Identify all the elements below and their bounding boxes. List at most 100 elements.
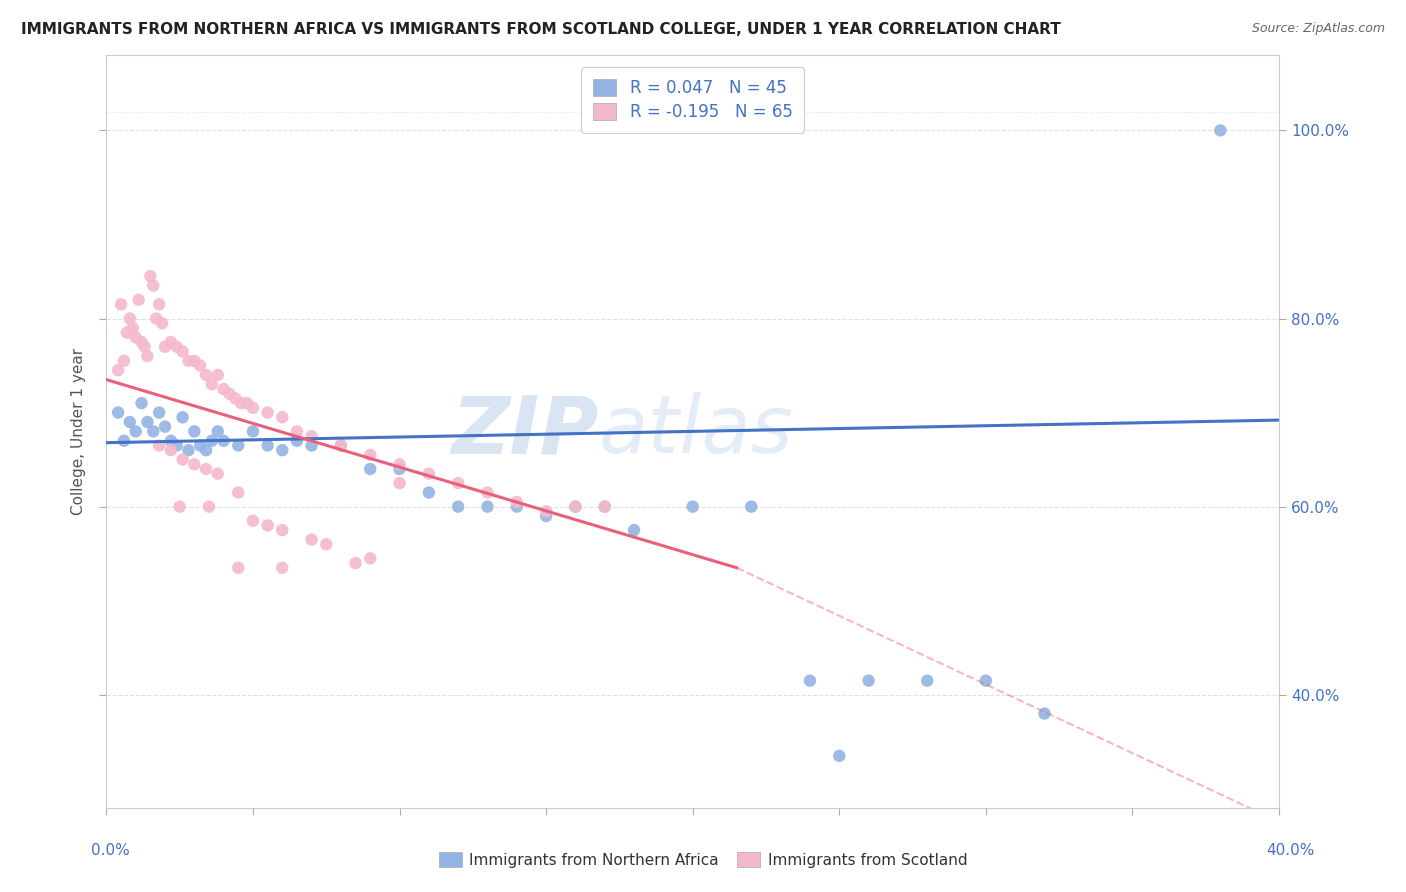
Point xyxy=(136,415,159,429)
Point xyxy=(125,425,148,439)
Point xyxy=(148,297,170,311)
Point xyxy=(145,311,167,326)
Point xyxy=(207,425,229,439)
Point xyxy=(447,500,470,514)
Point xyxy=(142,425,165,439)
Point xyxy=(177,443,200,458)
Point xyxy=(166,438,188,452)
Point xyxy=(285,434,308,448)
Point xyxy=(359,448,381,462)
Point xyxy=(242,401,264,415)
Point xyxy=(183,458,205,472)
Point xyxy=(256,438,278,452)
Point xyxy=(131,334,153,349)
Point xyxy=(160,434,183,448)
Point xyxy=(534,509,557,524)
Point xyxy=(740,500,762,514)
Point xyxy=(183,354,205,368)
Point xyxy=(212,382,235,396)
Point xyxy=(128,293,150,307)
Point xyxy=(195,368,218,382)
Point xyxy=(201,377,224,392)
Point xyxy=(506,495,529,509)
Point xyxy=(153,340,176,354)
Point xyxy=(131,396,153,410)
Point xyxy=(858,673,880,688)
Point xyxy=(153,419,176,434)
Point xyxy=(271,443,294,458)
Point xyxy=(915,673,938,688)
Point xyxy=(148,438,170,452)
Point xyxy=(188,438,211,452)
Point xyxy=(285,425,308,439)
Point xyxy=(112,434,135,448)
Point xyxy=(799,673,821,688)
Point xyxy=(534,504,557,518)
Point xyxy=(242,425,264,439)
Point xyxy=(623,523,645,537)
Point xyxy=(121,321,143,335)
Point xyxy=(148,406,170,420)
Point xyxy=(212,434,235,448)
Point xyxy=(271,410,294,425)
Point xyxy=(115,326,138,340)
Text: 0.0%: 0.0% xyxy=(91,843,131,858)
Point xyxy=(682,500,704,514)
Point xyxy=(506,500,529,514)
Point xyxy=(344,556,367,570)
Point xyxy=(231,396,253,410)
Point xyxy=(172,410,194,425)
Point xyxy=(301,533,323,547)
Point xyxy=(447,476,470,491)
Point xyxy=(593,500,616,514)
Point xyxy=(198,500,221,514)
Point xyxy=(271,561,294,575)
Point xyxy=(226,438,249,452)
Point xyxy=(201,434,224,448)
Point xyxy=(564,500,586,514)
Text: atlas: atlas xyxy=(599,392,793,470)
Point xyxy=(477,500,499,514)
Point xyxy=(315,537,337,551)
Point xyxy=(256,406,278,420)
Point xyxy=(564,500,586,514)
Point xyxy=(301,429,323,443)
Text: ZIP: ZIP xyxy=(451,392,599,470)
Point xyxy=(828,748,851,763)
Point xyxy=(329,438,352,452)
Point xyxy=(226,485,249,500)
Point xyxy=(256,518,278,533)
Point xyxy=(118,415,141,429)
Point xyxy=(160,443,183,458)
Point xyxy=(172,344,194,359)
Point xyxy=(136,349,159,363)
Point xyxy=(207,467,229,481)
Point xyxy=(388,462,411,476)
Point xyxy=(169,500,191,514)
Point xyxy=(177,354,200,368)
Point xyxy=(188,359,211,373)
Point xyxy=(418,485,440,500)
Point xyxy=(593,500,616,514)
Point xyxy=(242,514,264,528)
Legend: R = 0.047   N = 45, R = -0.195   N = 65: R = 0.047 N = 45, R = -0.195 N = 65 xyxy=(581,67,804,133)
Text: IMMIGRANTS FROM NORTHERN AFRICA VS IMMIGRANTS FROM SCOTLAND COLLEGE, UNDER 1 YEA: IMMIGRANTS FROM NORTHERN AFRICA VS IMMIG… xyxy=(21,22,1062,37)
Point xyxy=(329,438,352,452)
Point xyxy=(195,462,218,476)
Point xyxy=(1209,123,1232,137)
Point xyxy=(150,316,173,330)
Point xyxy=(118,311,141,326)
Y-axis label: College, Under 1 year: College, Under 1 year xyxy=(72,348,86,515)
Point xyxy=(183,425,205,439)
Point xyxy=(226,561,249,575)
Point xyxy=(271,523,294,537)
Point xyxy=(160,334,183,349)
Point xyxy=(125,330,148,344)
Point xyxy=(359,462,381,476)
Point xyxy=(218,386,240,401)
Point xyxy=(388,458,411,472)
Point xyxy=(418,467,440,481)
Point xyxy=(195,443,218,458)
Text: Source: ZipAtlas.com: Source: ZipAtlas.com xyxy=(1251,22,1385,36)
Point xyxy=(172,452,194,467)
